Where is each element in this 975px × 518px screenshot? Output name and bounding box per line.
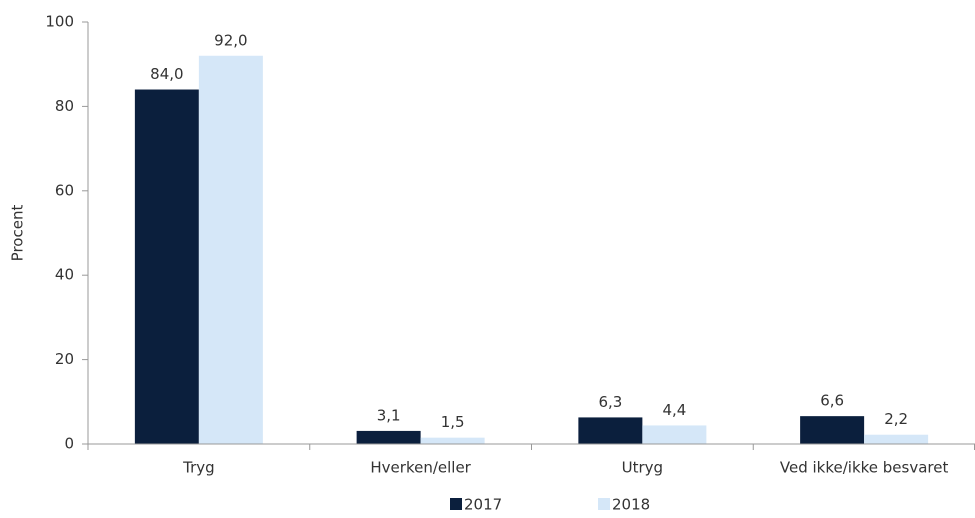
y-axis-label: Procent [9,205,27,262]
bar [800,416,865,444]
bar [864,434,929,444]
y-tick-label: 20 [55,350,74,368]
legend-label: 2018 [612,496,650,514]
data-label: 6,6 [820,392,844,410]
legend-swatch [598,498,610,510]
bar [356,430,421,444]
y-tick-label: 0 [64,435,74,453]
y-tick-label: 40 [55,266,74,284]
bar [578,417,643,444]
data-label: 92,0 [214,31,247,49]
x-tick-label: Utryg [622,459,663,477]
bar [642,425,707,444]
data-label: 2,2 [884,410,908,428]
data-label: 84,0 [150,65,183,83]
bar [420,437,485,444]
bar [198,55,263,444]
data-label: 6,3 [598,393,622,411]
x-tick-label: Hverken/eller [370,459,471,477]
legend-swatch [450,498,462,510]
data-label: 4,4 [662,401,686,419]
y-tick-label: 60 [55,181,74,199]
x-tick-label: Tryg [182,459,215,477]
data-label: 1,5 [441,413,465,431]
data-label: 3,1 [377,406,401,424]
legend-label: 2017 [464,496,502,514]
y-tick-label: 100 [45,13,74,31]
bar [134,89,199,445]
x-tick-label: Ved ikke/ikke besvaret [780,459,949,477]
y-tick-label: 80 [55,97,74,115]
